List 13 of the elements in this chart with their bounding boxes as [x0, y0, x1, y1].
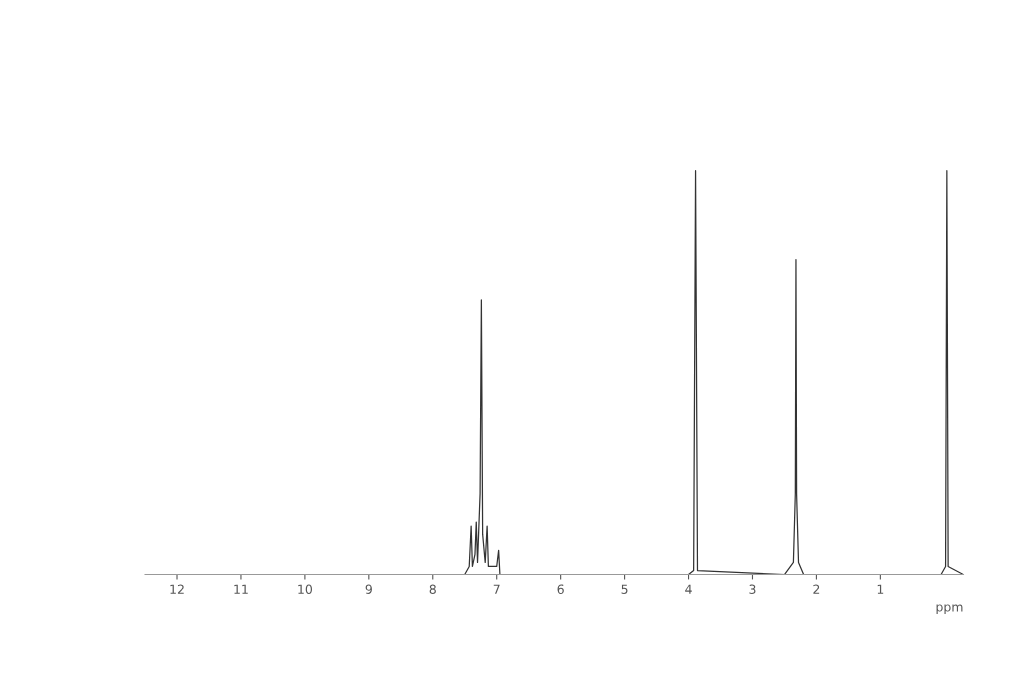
x-tick-label: 1 — [877, 584, 884, 594]
x-tick-label: 5 — [621, 584, 628, 594]
x-tick-label: 12 — [170, 584, 184, 594]
x-tick-label: 11 — [234, 584, 248, 594]
x-tick-label: 4 — [685, 584, 692, 594]
x-tick-label: 7 — [493, 584, 500, 594]
x-axis-title: ppm — [936, 604, 963, 615]
x-tick-label: 8 — [429, 584, 436, 594]
x-tick-label: 3 — [749, 584, 756, 594]
x-tick-label: 10 — [298, 584, 313, 594]
x-tick-label: 2 — [813, 584, 820, 594]
x-tick-label: 6 — [557, 584, 564, 594]
x-tick-label: 9 — [365, 584, 372, 594]
